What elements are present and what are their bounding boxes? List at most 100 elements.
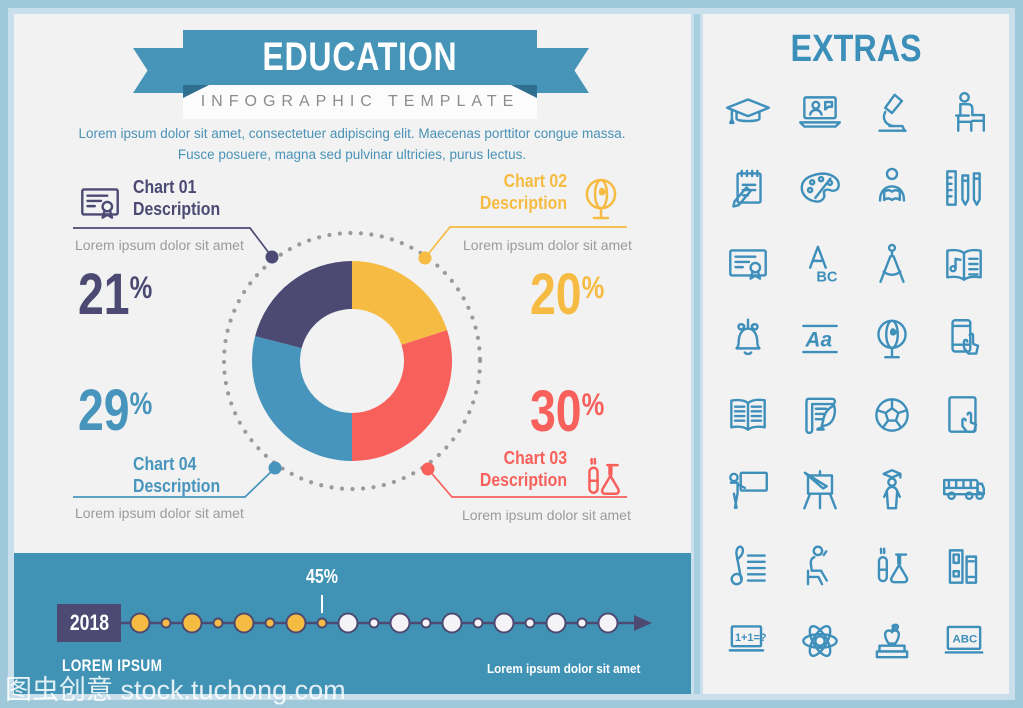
open-book-icon (722, 389, 774, 441)
timeline-dot (160, 617, 172, 629)
chart-02-label: Chart 02 Description (479, 171, 567, 213)
timeline-dot (524, 617, 536, 629)
school-bell-icon (722, 313, 774, 365)
globe-icon (866, 313, 918, 365)
graduation-cap-icon (722, 87, 774, 139)
online-learning-icon (794, 87, 846, 139)
timeline-dot (441, 612, 463, 634)
ruler-pencils-icon (938, 162, 990, 214)
chart-03-note: Lorem ipsum dolor sit amet (462, 507, 631, 523)
timeline-year-box: 2018 (57, 604, 121, 642)
timeline-dot (597, 612, 619, 634)
page-title: EDUCATION (262, 35, 458, 79)
microscope-icon (866, 87, 918, 139)
timeline-dot (389, 612, 411, 634)
timeline-arrow-head (634, 615, 652, 631)
subtitle-strip: INFOGRAPHIC TEMPLATE (183, 85, 537, 119)
chart-02-note: Lorem ipsum dolor sit amet (463, 237, 632, 253)
watermark: 图虫创意 stock.tuchong.com (5, 675, 346, 705)
tablet-touch-icon (938, 389, 990, 441)
handwriting-aa-icon: Aa (794, 313, 846, 365)
abc-letters-icon: BC (794, 238, 846, 290)
title-ribbon: EDUCATION (183, 30, 537, 85)
svg-text:BC: BC (816, 269, 838, 285)
timeline-dot (545, 612, 567, 634)
extras-title: EXTRAS (790, 28, 922, 70)
callout-connector (424, 226, 627, 259)
graduate-icon (866, 464, 918, 516)
timeline-dot (472, 617, 484, 629)
timeline-dot (129, 612, 151, 634)
books-shelf-icon (938, 540, 990, 592)
chart-04-note: Lorem ipsum dolor sit amet (75, 505, 244, 521)
chart-03-value: 30% (530, 379, 605, 444)
timeline-dot (233, 612, 255, 634)
callout-connector (73, 467, 276, 498)
drafting-compass-icon (866, 238, 918, 290)
abc-board-icon: ABC (938, 615, 990, 667)
timeline-dot (212, 617, 224, 629)
music-book-icon (938, 238, 990, 290)
svg-text:ABC: ABC (953, 634, 978, 646)
treble-clef-icon (722, 540, 774, 592)
timeline-dot (368, 617, 380, 629)
timeline-caption-right: Lorem ipsum dolor sit amet (487, 661, 641, 676)
chart-02-value: 20% (530, 262, 605, 327)
chart-01-value: 21% (78, 262, 153, 327)
extras-panel: EXTRAS BC Aa 1+1=? ABC (703, 14, 1009, 694)
paint-palette-icon (794, 162, 846, 214)
easel-icon (794, 464, 846, 516)
dotted-ring (221, 230, 483, 492)
intro-paragraph: Lorem ipsum dolor sit amet, consectetuer… (78, 126, 626, 162)
chart-01-label: Chart 01 Description (133, 177, 221, 219)
timeline (121, 595, 652, 634)
callout-dot (265, 250, 279, 264)
timeline-dot (420, 617, 432, 629)
student-sitting-icon (794, 540, 846, 592)
smartphone-touch-icon (938, 313, 990, 365)
callout-dot (418, 251, 432, 265)
donut-chart (73, 226, 627, 498)
donut-segment-chart-01 (255, 261, 352, 349)
timeline-dot (337, 612, 359, 634)
certificate-icon (75, 178, 125, 233)
donut-segment-chart-02 (352, 261, 448, 345)
callout-connector (427, 468, 627, 498)
student-desk-icon (938, 87, 990, 139)
chart-01-note: Lorem ipsum dolor sit amet (75, 237, 244, 253)
chart-04-value: 29% (78, 378, 153, 443)
chart-04-label: Chart 04 Description (133, 454, 221, 496)
infographic-panel: EDUCATION INFOGRAPHIC TEMPLATE Lorem ips… (14, 14, 691, 694)
timeline-band: 2018 45% LOREM IPSUM Lorem ipsum dolor s… (14, 553, 691, 694)
chemistry-flask-icon (866, 540, 918, 592)
page-subtitle: INFOGRAPHIC TEMPLATE (200, 93, 520, 110)
callout-dot (268, 461, 282, 475)
panel-divider (694, 14, 700, 694)
timeline-dot (181, 612, 203, 634)
timeline-dot (316, 617, 328, 629)
school-bus-icon (938, 464, 990, 516)
svg-text:Aa: Aa (804, 329, 832, 352)
extras-icon-grid: BC Aa 1+1=? ABC (712, 75, 1000, 679)
notepad-pencil-icon (722, 162, 774, 214)
atom-icon (794, 615, 846, 667)
timeline-dot (264, 617, 276, 629)
callout-dot (421, 462, 435, 476)
quill-scroll-icon (794, 389, 846, 441)
apple-books-icon (866, 615, 918, 667)
timeline-progress-label: 45% (305, 566, 339, 588)
callout-connector (73, 227, 273, 258)
teacher-board-icon (722, 464, 774, 516)
math-equation-icon: 1+1=? (722, 615, 774, 667)
timeline-dot (576, 617, 588, 629)
timeline-caption-left: LOREM IPSUM (62, 656, 163, 675)
reading-person-icon (866, 162, 918, 214)
globe-icon (575, 173, 627, 230)
donut-segment-chart-03 (352, 330, 452, 461)
soccer-ball-icon (866, 389, 918, 441)
svg-text:1+1=?: 1+1=? (735, 632, 767, 644)
chemistry-flask-icon (577, 451, 629, 508)
chart-03-label: Chart 03 Description (479, 448, 567, 490)
timeline-dot (285, 612, 307, 634)
